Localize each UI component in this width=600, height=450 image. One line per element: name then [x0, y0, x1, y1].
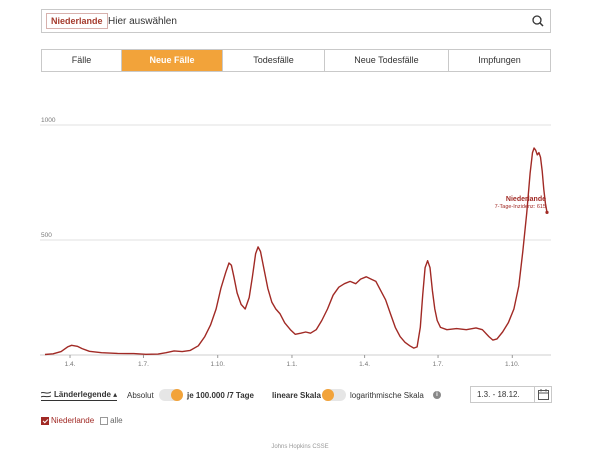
series-line-niederlande [44, 147, 548, 356]
scale-toggle-knob [322, 389, 334, 401]
x-tick-label: 1.7. [138, 361, 149, 368]
legend-icon [41, 391, 51, 398]
niederlande-checkbox[interactable] [41, 416, 49, 425]
calendar-icon[interactable] [535, 386, 552, 403]
absolut-toggle-knob [171, 389, 183, 401]
x-tick-label: 1.7. [433, 361, 444, 368]
legend-toggle[interactable]: Länderlegende ▴ [41, 390, 118, 401]
log-scale-label: logarithmische Skala [350, 391, 424, 400]
x-tick-label: 1.10. [505, 361, 520, 368]
x-tick-label: 1.4. [359, 361, 370, 368]
x-tick-label: 1.1. [287, 361, 298, 368]
annotation-country: Niederlande [506, 196, 546, 203]
country-search-bar[interactable]: Niederlande [41, 9, 551, 33]
y-tick-label: 500 [41, 232, 52, 239]
info-icon[interactable]: i [433, 391, 441, 399]
x-tick-label: 1.10. [210, 361, 225, 368]
search-icon[interactable] [530, 13, 546, 29]
absolut-toggle[interactable] [159, 389, 183, 401]
source-note: Johns Hopkins CSSE [271, 444, 329, 450]
tab-impfungen[interactable]: Impfungen [448, 50, 550, 71]
all-checkbox-label[interactable]: alle [110, 416, 123, 425]
linear-scale-label: lineare Skala [272, 391, 321, 400]
chart-controls: Länderlegende ▴ Absolut je 100.000 /7 Ta… [41, 386, 556, 406]
tab-neue-faelle[interactable]: Neue Fälle [121, 50, 222, 71]
tab-faelle[interactable]: Fälle [42, 50, 121, 71]
x-tick-label: 1.4. [65, 361, 76, 368]
tab-todesfaelle[interactable]: Todesfälle [222, 50, 324, 71]
niederlande-checkbox-label[interactable]: Niederlande [51, 416, 95, 425]
legend-toggle-label: Länderlegende ▴ [54, 390, 118, 399]
tab-neue-todesfaelle[interactable]: Neue Todesfälle [324, 50, 448, 71]
series-end-point [545, 210, 549, 214]
absolut-label: Absolut [127, 391, 154, 400]
per100k-label: je 100.000 /7 Tage [187, 391, 255, 400]
scale-toggle[interactable] [322, 389, 346, 401]
cases-line-chart: 500 1000 1.4. 1.7. 1.10. 1.1. 1.4. 1.7. 1.10. Nie… [40, 117, 551, 368]
selected-country-chip[interactable]: Niederlande [46, 13, 108, 29]
country-checkboxes: Niederlande alle [41, 416, 123, 425]
annotation-incidence: 7-Tage-Inzidenz: 615 [495, 204, 546, 210]
y-tick-label: 1000 [41, 117, 56, 124]
metric-tabs: Fälle Neue Fälle Todesfälle Neue Todesfä… [41, 49, 551, 72]
all-checkbox[interactable] [100, 416, 109, 425]
date-range-field[interactable]: 1.3. - 18.12. [470, 386, 535, 403]
search-input[interactable] [108, 12, 498, 30]
